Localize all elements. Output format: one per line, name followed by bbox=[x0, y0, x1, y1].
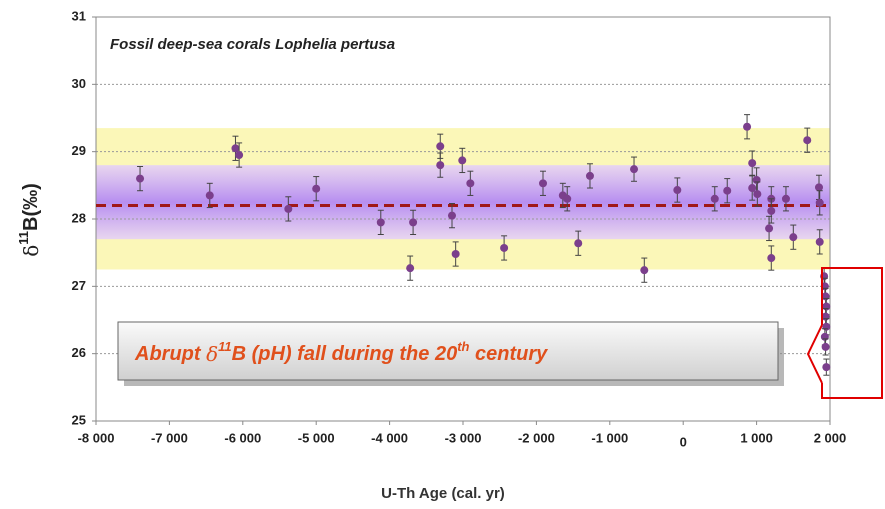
data-point bbox=[205, 191, 214, 200]
x-tick-label: -8 000 bbox=[78, 430, 115, 445]
data-point bbox=[136, 174, 145, 183]
data-point bbox=[447, 211, 456, 220]
chart-title: Fossil deep-sea corals Lophelia pertusa bbox=[110, 36, 395, 53]
x-tick-label: -6 000 bbox=[224, 430, 261, 445]
data-point bbox=[765, 224, 774, 233]
data-point bbox=[406, 264, 415, 273]
y-tick-label: 27 bbox=[72, 278, 86, 293]
data-point bbox=[451, 250, 460, 259]
annotation-box bbox=[117, 321, 779, 381]
data-point bbox=[822, 363, 831, 372]
data-point bbox=[822, 302, 831, 311]
data-point bbox=[640, 266, 649, 275]
x-tick-label: -1 000 bbox=[591, 430, 628, 445]
data-point bbox=[753, 190, 762, 199]
data-point bbox=[376, 218, 385, 227]
x-tick-label: -4 000 bbox=[371, 430, 408, 445]
x-tick-label: 1 000 bbox=[740, 430, 773, 445]
data-point bbox=[781, 194, 790, 203]
x-tick-label: -3 000 bbox=[445, 430, 482, 445]
data-point bbox=[821, 342, 830, 351]
x-tick-label: -2 000 bbox=[518, 430, 555, 445]
data-point bbox=[466, 179, 475, 188]
data-point bbox=[630, 165, 639, 174]
data-point bbox=[710, 194, 719, 203]
y-tick-label: 28 bbox=[72, 210, 86, 225]
data-point bbox=[231, 144, 240, 153]
y-tick-label: 29 bbox=[72, 143, 86, 158]
data-point bbox=[458, 156, 467, 165]
data-point bbox=[752, 175, 761, 184]
x-tick-label: 0 bbox=[680, 434, 687, 449]
x-tick-label: -7 000 bbox=[151, 430, 188, 445]
annotation-part: th bbox=[457, 339, 469, 354]
data-point bbox=[748, 184, 757, 193]
data-point bbox=[748, 159, 757, 168]
data-point bbox=[409, 218, 418, 227]
band-inner bbox=[96, 165, 830, 240]
y-label-part: 11 bbox=[16, 231, 31, 245]
annotation-part: Abrupt bbox=[134, 343, 206, 365]
data-point bbox=[815, 198, 824, 207]
data-point bbox=[436, 161, 445, 170]
data-point bbox=[563, 194, 572, 203]
data-point bbox=[815, 237, 824, 246]
data-point bbox=[820, 332, 829, 341]
data-point bbox=[814, 183, 823, 192]
x-tick-label: -5 000 bbox=[298, 430, 335, 445]
highlight-bracket bbox=[806, 267, 883, 399]
data-point bbox=[235, 151, 244, 160]
data-point bbox=[767, 254, 776, 263]
data-point bbox=[789, 233, 798, 242]
annotation: Abrupt δ11B (pH) fall during the 20th ce… bbox=[134, 339, 548, 365]
data-point bbox=[436, 142, 445, 151]
data-point bbox=[803, 136, 812, 145]
annotation-part: century bbox=[469, 343, 548, 365]
annotation-part: δ bbox=[206, 342, 218, 366]
data-point bbox=[723, 186, 732, 195]
data-point bbox=[539, 179, 548, 188]
data-point bbox=[743, 122, 752, 131]
data-point bbox=[673, 186, 682, 195]
y-tick-label: 31 bbox=[72, 8, 86, 23]
annotation-part: 11 bbox=[218, 339, 232, 354]
y-label-part: δ bbox=[19, 245, 43, 257]
y-tick-label: 30 bbox=[72, 76, 86, 91]
data-point bbox=[574, 239, 583, 248]
annotation-part: B (pH) fall during the 20 bbox=[232, 343, 458, 365]
data-point bbox=[284, 204, 293, 213]
x-axis-label: U-Th Age (cal. yr) bbox=[381, 485, 505, 502]
data-point bbox=[822, 322, 831, 331]
plot-area: 25 26 27 28 29 30 31 -8 000 -7 000 -6 000 -5 000 -4… bbox=[72, 8, 847, 449]
data-point bbox=[312, 184, 321, 193]
y-axis-label: δ11B(‰) bbox=[16, 183, 42, 257]
y-label-part: B(‰) bbox=[20, 183, 42, 231]
y-tick-label: 26 bbox=[72, 345, 86, 360]
data-point bbox=[585, 171, 594, 180]
x-tick-label: 2 000 bbox=[814, 430, 847, 445]
plot-frame bbox=[95, 16, 831, 422]
data-point bbox=[500, 243, 509, 252]
y-tick-label: 25 bbox=[72, 412, 86, 427]
data-point bbox=[767, 206, 776, 215]
